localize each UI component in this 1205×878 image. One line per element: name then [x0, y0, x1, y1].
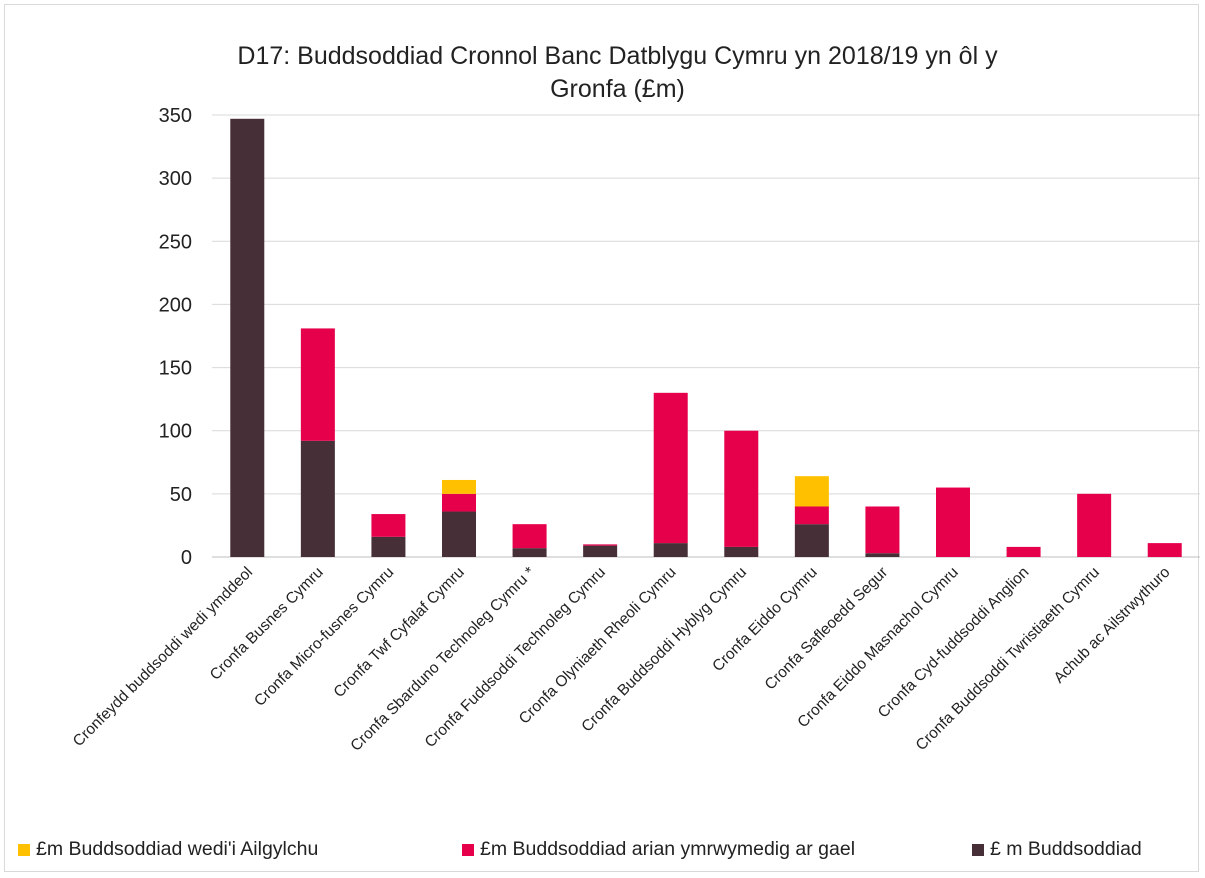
- y-tick-label: 100: [159, 421, 192, 443]
- bar-segment: [512, 524, 547, 549]
- bar-segment: [865, 553, 900, 557]
- bar-segment: [300, 440, 335, 557]
- bar-segment: [583, 544, 618, 546]
- legend-item: £m Buddsoddiad arian ymrwymedig ar gael: [462, 838, 855, 861]
- bar-segment: [653, 392, 688, 544]
- x-tick-label: Cronfa Safleoedd Segur: [762, 564, 892, 694]
- bar-segment: [1077, 493, 1112, 557]
- x-tick-label: Cronfa Cyd-fuddsoddi Anglion: [875, 564, 1033, 722]
- x-tick-label: Cronfa Micro-fusnes Cymru: [251, 564, 397, 710]
- bar-segment: [442, 511, 476, 557]
- x-tick-label: Achub ac Ailstrwythuro: [1051, 564, 1174, 687]
- bar-segment: [512, 548, 547, 557]
- y-tick-label: 0: [181, 547, 192, 569]
- bar-segment: [371, 514, 406, 537]
- x-tick-label: Cronfa Twf Cyfalaf Cymru: [331, 564, 468, 701]
- legend: £m Buddsoddiad wedi'i Ailgylchu £m Buddso…: [0, 838, 1205, 868]
- y-tick-label: 300: [159, 168, 192, 190]
- y-tick-label: 150: [159, 358, 192, 380]
- legend-swatch: [972, 843, 984, 856]
- bar-segment: [371, 536, 406, 557]
- bar-segment: [230, 118, 265, 557]
- legend-label: £m Buddsoddiad wedi'i Ailgylchu: [36, 838, 319, 860]
- legend-label: £m Buddsoddiad arian ymrwymedig ar gael: [480, 838, 856, 860]
- bar-segment: [442, 479, 476, 494]
- y-tick-label: 250: [159, 231, 192, 253]
- chart-title: D17: Buddsoddiad Cronnol Banc Datblygu C…: [237, 42, 998, 103]
- bar-segment: [794, 476, 829, 507]
- bar-segment: [653, 543, 688, 557]
- y-tick-label: 350: [159, 105, 192, 127]
- legend-item: £ m Buddsoddiad: [972, 838, 1142, 861]
- bar-segment: [724, 430, 759, 547]
- bar-segment: [583, 545, 618, 557]
- legend-item: £m Buddsoddiad wedi'i Ailgylchu: [18, 838, 318, 861]
- legend-label: £ m Buddsoddiad: [990, 838, 1142, 860]
- bar-segment: [865, 506, 900, 554]
- bar-segment: [1147, 543, 1182, 557]
- bar-segment: [794, 524, 829, 557]
- legend-swatch: [462, 843, 474, 856]
- bar-segment: [794, 506, 829, 525]
- chart-frame: [4, 4, 1199, 872]
- bar-segment: [936, 487, 970, 557]
- bar-segment: [1006, 546, 1041, 557]
- bar-segment: [724, 546, 759, 557]
- bar-segment: [442, 493, 476, 512]
- y-tick-label: 200: [159, 294, 192, 316]
- bar-segment: [300, 328, 335, 441]
- legend-swatch: [18, 843, 30, 856]
- y-tick-label: 50: [170, 484, 192, 506]
